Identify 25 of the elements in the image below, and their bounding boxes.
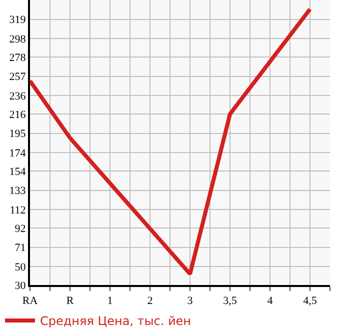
y-tick-label: 30 (14, 280, 26, 292)
y-tick-label: 298 (9, 33, 26, 46)
y-tick-label: 278 (9, 52, 26, 64)
y-tick-label: 50 (14, 261, 26, 274)
x-tick-label: 4,5 (303, 295, 318, 308)
y-tick-label: 154 (9, 166, 26, 178)
x-tick-label: 3 (187, 295, 194, 308)
y-tick-label: 236 (9, 90, 26, 102)
y-tick-label: 195 (9, 128, 26, 140)
y-tick-label: 133 (9, 185, 26, 198)
y-tick-label: 112 (10, 204, 26, 216)
x-tick-label: 3,5 (223, 295, 238, 308)
x-tick-label: 1 (107, 295, 113, 308)
y-tick-label: 257 (9, 71, 26, 84)
line-series (30, 7, 312, 276)
x-tick-label: 4 (267, 295, 274, 308)
y-tick-label: 319 (9, 14, 26, 26)
y-tick-label: 71 (14, 242, 26, 254)
x-tick-label: R (66, 295, 74, 308)
y-tick-label: 216 (9, 108, 26, 121)
y-tick-label: 174 (9, 147, 26, 160)
y-tick-label: 92 (14, 222, 26, 235)
x-tick-label: RA (22, 295, 38, 308)
x-tick-label: 2 (147, 295, 153, 308)
legend-label: Средняя Цена, тыс. йен (40, 314, 192, 328)
